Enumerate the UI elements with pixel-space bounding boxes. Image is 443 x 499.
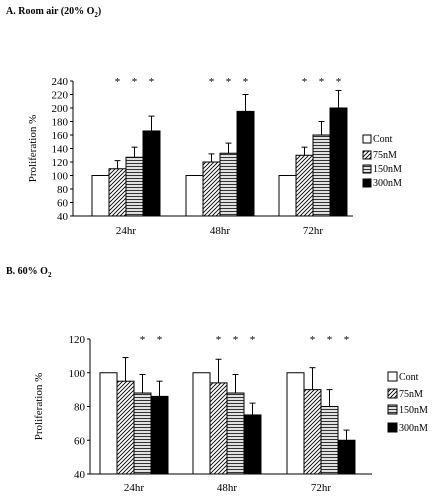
bar bbox=[219, 152, 238, 217]
y-tick-label: 160 bbox=[52, 130, 69, 142]
significance-star: * bbox=[250, 334, 256, 346]
y-tick-label: 60 bbox=[57, 198, 69, 210]
bar bbox=[286, 372, 305, 475]
y-tick-label: 100 bbox=[69, 368, 86, 380]
y-tick-label: 40 bbox=[57, 211, 69, 223]
y-tick-label: 240 bbox=[52, 76, 69, 88]
bar bbox=[125, 156, 144, 217]
significance-star: * bbox=[216, 334, 222, 346]
bar bbox=[236, 110, 255, 217]
legend-swatch bbox=[362, 178, 372, 188]
significance-star: * bbox=[132, 76, 138, 88]
significance-star: * bbox=[233, 334, 239, 346]
bar bbox=[209, 382, 228, 475]
category-label: 48hr bbox=[210, 225, 231, 237]
panel-a-title-prefix: A. Room air (20% O bbox=[6, 6, 95, 17]
significance-star: * bbox=[209, 76, 215, 88]
category-label: 48hr bbox=[217, 482, 238, 494]
y-tick-label: 120 bbox=[69, 334, 86, 346]
legend-swatch bbox=[362, 134, 372, 144]
legend-label: 150nM bbox=[399, 405, 428, 416]
y-tick-label: 100 bbox=[52, 171, 69, 183]
bar bbox=[185, 175, 204, 217]
bar bbox=[278, 175, 297, 217]
legend-label: 300nM bbox=[373, 178, 402, 189]
legend-swatch bbox=[362, 150, 372, 160]
bar bbox=[312, 134, 331, 217]
bar bbox=[329, 107, 348, 217]
bar bbox=[142, 130, 161, 217]
significance-star: * bbox=[149, 76, 155, 88]
y-axis-label: Proliferation % bbox=[27, 115, 39, 183]
legend-swatch bbox=[387, 388, 398, 399]
significance-star: * bbox=[302, 76, 308, 88]
panel-a-title-sub: 2 bbox=[94, 11, 98, 19]
legend-swatch bbox=[387, 422, 398, 433]
bar bbox=[320, 406, 339, 475]
significance-star: * bbox=[336, 76, 342, 88]
y-tick-label: 80 bbox=[57, 184, 69, 196]
y-tick-label: 140 bbox=[52, 144, 69, 156]
y-tick-label: 220 bbox=[52, 90, 69, 102]
significance-star: * bbox=[319, 76, 325, 88]
y-tick-label: 200 bbox=[52, 103, 69, 115]
y-tick-label: 80 bbox=[74, 402, 86, 414]
bar bbox=[303, 389, 322, 475]
panel-b-title-sub: 2 bbox=[47, 271, 52, 279]
legend-label: 75nM bbox=[399, 389, 423, 400]
bar bbox=[99, 372, 118, 475]
significance-star: * bbox=[243, 76, 249, 88]
bar bbox=[192, 372, 211, 475]
category-label: 24hr bbox=[124, 482, 145, 494]
bar bbox=[133, 392, 152, 475]
legend-label: Cont bbox=[399, 372, 419, 383]
bar bbox=[202, 161, 221, 217]
legend-swatch bbox=[362, 164, 372, 174]
panel-b-title: B. 60% O2 bbox=[6, 266, 51, 279]
y-tick-label: 40 bbox=[74, 469, 86, 481]
significance-star: * bbox=[344, 334, 350, 346]
legend-label: 75nM bbox=[373, 150, 397, 161]
bar bbox=[116, 380, 135, 475]
significance-star: * bbox=[310, 334, 316, 346]
y-tick-label: 180 bbox=[52, 117, 69, 129]
significance-star: * bbox=[140, 334, 146, 346]
bar bbox=[150, 395, 169, 475]
significance-star: * bbox=[115, 76, 121, 88]
category-label: 72hr bbox=[311, 482, 332, 494]
significance-star: * bbox=[157, 334, 163, 346]
category-label: 24hr bbox=[116, 225, 137, 237]
bar bbox=[226, 392, 245, 475]
panel-a-title: A. Room air (20% O2) bbox=[6, 6, 101, 19]
legend-swatch bbox=[387, 371, 398, 382]
legend-label: 150nM bbox=[373, 164, 402, 175]
bar bbox=[91, 175, 110, 217]
bar bbox=[295, 154, 314, 217]
panel-b-title-prefix: B. 60% O bbox=[6, 266, 48, 277]
y-axis-label: Proliferation % bbox=[33, 373, 45, 441]
legend-label: Cont bbox=[373, 134, 393, 145]
bar bbox=[108, 168, 127, 217]
panel-a-title-suffix: ) bbox=[97, 6, 102, 17]
legend-label: 300nM bbox=[399, 423, 428, 434]
category-label: 72hr bbox=[303, 225, 324, 237]
bar bbox=[243, 414, 262, 475]
y-tick-label: 120 bbox=[52, 157, 69, 169]
y-tick-label: 60 bbox=[74, 435, 86, 447]
bar bbox=[337, 439, 356, 475]
chart-60-percent-o2: 40 60 80 100 120 Proliferation % * * 24hr * * * 48hr… bbox=[33, 334, 428, 494]
significance-star: * bbox=[327, 334, 333, 346]
significance-star: * bbox=[226, 76, 232, 88]
legend-swatch bbox=[387, 404, 398, 415]
